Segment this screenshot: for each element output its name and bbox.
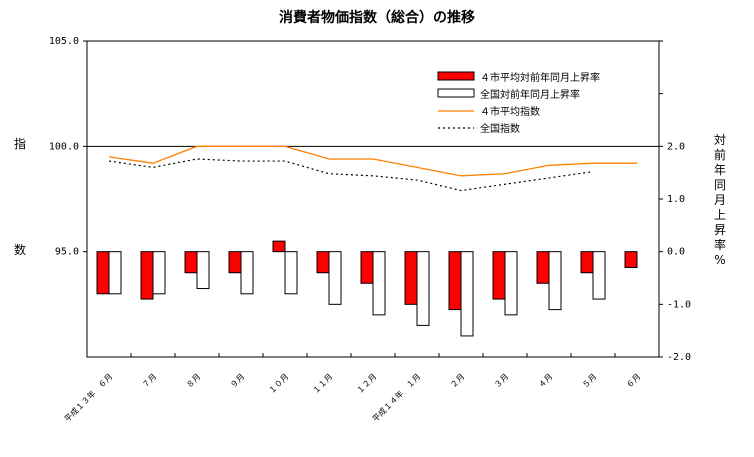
bar bbox=[448, 251, 462, 311]
x-tick-label: ３月 bbox=[493, 372, 511, 390]
x-tick-label: ９月 bbox=[229, 372, 247, 390]
left-axis: 95.0 100.0 105.0 bbox=[49, 36, 87, 258]
right-axis-label: 対前年同月上昇率% bbox=[714, 133, 726, 267]
right-tick-label: -1.0 bbox=[667, 299, 691, 310]
x-tick-label: ５月 bbox=[581, 372, 599, 390]
bar bbox=[360, 251, 374, 284]
x-tick-label: ８月 bbox=[185, 372, 203, 390]
bar-series bbox=[96, 240, 638, 337]
right-tick-label: -2.0 bbox=[667, 352, 691, 363]
bar bbox=[240, 251, 254, 295]
legend-swatch bbox=[437, 71, 475, 81]
bar bbox=[272, 240, 286, 253]
legend-label: ４市平均対前年同月上昇率 bbox=[480, 71, 600, 84]
right-axis-label-char: 同 bbox=[714, 178, 726, 192]
right-axis-label-char: 年 bbox=[714, 163, 726, 177]
right-tick-label: 0.0 bbox=[667, 247, 685, 258]
right-axis-label-char: 月 bbox=[714, 193, 726, 207]
bar bbox=[492, 251, 506, 300]
right-axis-label-char: 昇 bbox=[714, 223, 726, 237]
left-axis-label-char: 指 bbox=[14, 136, 26, 151]
x-tick-label: ６月 bbox=[625, 372, 643, 390]
right-tick-label: 1.0 bbox=[667, 194, 685, 205]
left-axis-label-char: 数 bbox=[14, 242, 26, 257]
line-series bbox=[108, 145, 638, 192]
bar bbox=[96, 251, 110, 295]
bar bbox=[152, 251, 166, 295]
left-tick-label: 100.0 bbox=[49, 141, 79, 152]
x-tick-label: ２月 bbox=[449, 372, 467, 390]
x-tick-label: ７月 bbox=[141, 372, 159, 390]
bar bbox=[196, 251, 210, 290]
bar bbox=[504, 251, 518, 316]
bar bbox=[580, 251, 594, 274]
bar bbox=[316, 251, 330, 274]
right-axis-label-char: 前 bbox=[714, 147, 726, 162]
bar bbox=[536, 251, 550, 284]
x-tick-label: 平成１４年 １月 bbox=[370, 371, 422, 423]
bar bbox=[404, 251, 418, 305]
right-axis-label-char: % bbox=[714, 253, 725, 267]
legend-swatch bbox=[437, 88, 475, 98]
left-tick-label: 95.0 bbox=[55, 247, 79, 258]
x-tick-label: １１月 bbox=[311, 372, 334, 395]
right-axis-label-char: 対 bbox=[714, 133, 726, 147]
legend-label: ４市平均指数 bbox=[480, 105, 540, 118]
right-axis-label-char: 率 bbox=[714, 237, 726, 252]
legend-label: 全国指数 bbox=[480, 122, 520, 135]
x-tick-label: １２月 bbox=[355, 372, 378, 395]
bar bbox=[372, 251, 386, 316]
bar bbox=[140, 251, 154, 300]
right-tick-label: 2.0 bbox=[667, 141, 685, 152]
left-axis-label: 指数 bbox=[14, 136, 26, 257]
bar bbox=[624, 251, 638, 268]
bar bbox=[416, 251, 430, 326]
legend-label: 全国対前年同月上昇率 bbox=[480, 88, 580, 101]
bar bbox=[108, 251, 122, 295]
x-tick-label: １０月 bbox=[267, 372, 290, 395]
chart-title: 消費者物価指数（総合）の推移 bbox=[279, 9, 475, 26]
x-tick-label: ４月 bbox=[537, 372, 555, 390]
bar bbox=[228, 251, 242, 274]
x-tick-label: 平成１３年 ６月 bbox=[62, 371, 114, 423]
right-axis-label-char: 上 bbox=[714, 208, 726, 222]
left-tick-label: 105.0 bbox=[49, 36, 79, 47]
bar bbox=[592, 251, 606, 300]
bar bbox=[284, 251, 298, 295]
right-axis: -2.0 -1.0 0.0 1.0 2.0 bbox=[659, 40, 691, 363]
bar bbox=[460, 251, 474, 337]
series-line bbox=[108, 158, 594, 192]
bar bbox=[548, 251, 562, 311]
bar bbox=[328, 251, 342, 305]
bar bbox=[184, 251, 198, 274]
